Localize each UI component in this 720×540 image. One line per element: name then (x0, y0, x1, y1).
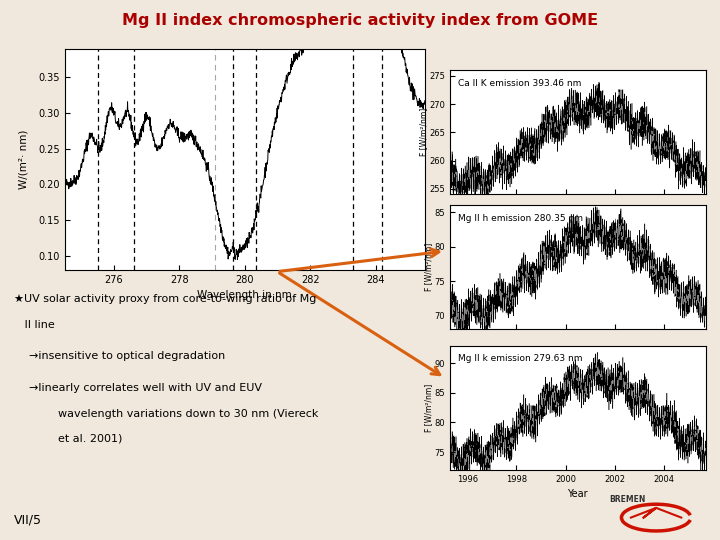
Text: Ca II K emission 393.46 nm: Ca II K emission 393.46 nm (458, 79, 581, 88)
Y-axis label: F [W/m²/nm]: F [W/m²/nm] (424, 383, 433, 432)
Text: →insensitive to optical degradation: →insensitive to optical degradation (29, 351, 225, 361)
X-axis label: Year: Year (567, 489, 588, 499)
FancyArrowPatch shape (280, 249, 438, 271)
FancyArrowPatch shape (279, 273, 440, 375)
X-axis label: Wavelength in nm: Wavelength in nm (197, 291, 292, 300)
Text: ★UV solar activity proxy from core-to-wing ratio of Mg: ★UV solar activity proxy from core-to-wi… (14, 294, 317, 305)
Y-axis label: W/(m²· nm): W/(m²· nm) (19, 130, 29, 189)
Text: Mg II index chromospheric activity index from GOME: Mg II index chromospheric activity index… (122, 13, 598, 28)
Y-axis label: F [W/m²/nm]: F [W/m²/nm] (424, 243, 433, 292)
Text: →linearly correlates well with UV and EUV: →linearly correlates well with UV and EU… (29, 383, 262, 394)
Text: BREMEN: BREMEN (609, 495, 646, 504)
Text: VII/5: VII/5 (14, 514, 42, 526)
Text: wavelength variations down to 30 nm (Viereck: wavelength variations down to 30 nm (Vie… (58, 409, 318, 420)
Text: Mg II k emission 279.63 nm: Mg II k emission 279.63 nm (458, 354, 582, 363)
Text: II line: II line (14, 320, 55, 330)
Text: et al. 2001): et al. 2001) (58, 434, 122, 444)
Text: Mg II h emission 280.35 nm: Mg II h emission 280.35 nm (458, 214, 582, 223)
Y-axis label: F [W/m²/nm]: F [W/m²/nm] (419, 108, 428, 157)
